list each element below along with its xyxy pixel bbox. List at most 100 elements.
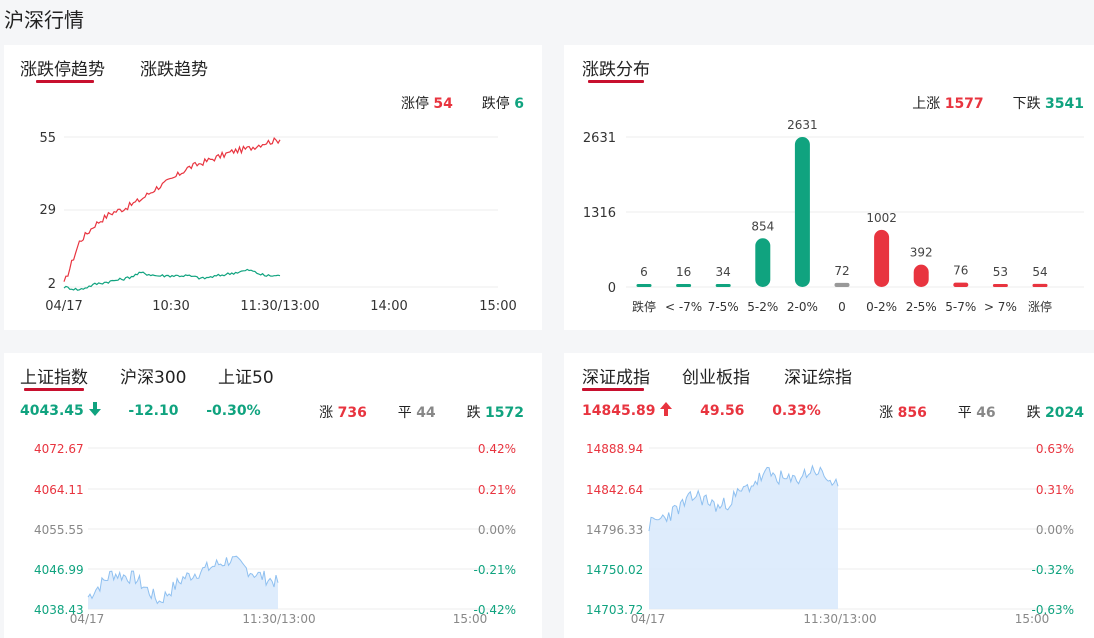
limit-stats: 涨停 54 跌停 6 <box>401 93 524 113</box>
x-tick-label: 10:30 <box>152 299 189 314</box>
limit-down-count: 6 <box>514 96 524 112</box>
tab-chinext[interactable]: 创业板指 <box>682 368 750 388</box>
sh-intraday-chart: 4072.67 4064.11 4055.55 4046.99 4038.43 … <box>34 442 516 626</box>
y-left-label: 4064.11 <box>34 483 84 497</box>
bar <box>1032 283 1048 287</box>
tab-sse50[interactable]: 上证50 <box>218 368 274 388</box>
up-count: 736 <box>337 405 367 421</box>
limit-up-label: 涨停 <box>400 96 429 112</box>
tab-sz-component[interactable]: 深证成指 <box>582 368 650 388</box>
y-left-label: 4072.67 <box>34 442 84 456</box>
price-line <box>648 464 839 532</box>
y-right-label: 0.31% <box>1036 483 1074 497</box>
x-tick-label: 11:30/13:00 <box>242 612 315 626</box>
bar <box>953 282 969 287</box>
y-right-label: 0.00% <box>478 523 516 537</box>
tab-up-down-trend[interactable]: 涨跌趋势 <box>140 60 208 80</box>
up-count: 856 <box>897 405 927 421</box>
y-right-label: 0.21% <box>478 483 516 497</box>
category-label: 0 <box>838 300 846 314</box>
up-label: 涨 <box>319 405 334 421</box>
y-right-label: 0.42% <box>478 442 516 456</box>
tab-sh-composite[interactable]: 上证指数 <box>20 368 88 388</box>
x-tick-label: 14:00 <box>370 299 407 314</box>
breadth-stats: 涨 736 平 44 跌 1572 <box>319 402 524 422</box>
index-change-pct: -0.30% <box>206 403 261 419</box>
flat-count: 46 <box>976 405 996 421</box>
up-label: 涨 <box>879 405 894 421</box>
y-tick-label: 2 <box>48 277 56 292</box>
area-fill <box>88 556 278 609</box>
bar-value-label: 34 <box>716 265 731 279</box>
y-tick-label: 0 <box>608 281 616 296</box>
up-down-stats: 上涨 1577 下跌 3541 <box>912 93 1084 113</box>
down-label: 跌 <box>1026 405 1041 421</box>
y-right-label: -0.32% <box>1032 563 1074 577</box>
y-left-label: 14842.64 <box>586 483 643 497</box>
category-label: 7-5% <box>708 300 739 314</box>
bar <box>794 137 810 287</box>
y-right-label: -0.42% <box>474 603 516 617</box>
index-change-pct: 0.33% <box>772 403 821 419</box>
flat-label: 平 <box>957 405 972 421</box>
category-label: 跌停 <box>632 299 656 314</box>
tab-distribution[interactable]: 涨跌分布 <box>582 60 650 80</box>
active-tab-indicator <box>582 388 644 391</box>
bar-value-label: 76 <box>953 264 968 278</box>
bar <box>676 284 692 287</box>
sz-intraday-chart: 14888.94 14842.64 14796.33 14750.02 1470… <box>586 442 1074 626</box>
limit-trend-card: 涨跌停趋势 涨跌趋势 涨停 54 跌停 6 55 29 2 04/17 10:3… <box>4 45 542 330</box>
y-right-label: 0.00% <box>1036 523 1074 537</box>
active-tab-indicator <box>588 80 644 83</box>
limit-trend-chart: 55 29 2 04/17 10:30 11:30/13:00 14:00 15… <box>39 131 516 314</box>
bar <box>992 283 1008 287</box>
y-left-label: 14703.72 <box>586 603 643 617</box>
x-tick-label: 15:00 <box>479 299 516 314</box>
category-label: < -7% <box>665 300 702 314</box>
bar <box>874 229 890 287</box>
index-quote: 4043.45 -12.10 -0.30% <box>20 402 261 420</box>
y-left-label: 14796.33 <box>586 523 643 537</box>
bar-value-label: 2631 <box>787 118 818 132</box>
sz-index-card: 深证成指 创业板指 深证综指 14845.89 49.56 0.33% 涨 85… <box>564 353 1094 638</box>
tab-sz-composite[interactable]: 深证综指 <box>784 368 852 388</box>
bar-value-label: 54 <box>1032 265 1047 279</box>
bar-value-label: 53 <box>993 265 1008 279</box>
category-label: 5-7% <box>945 300 976 314</box>
area-fill <box>649 465 838 609</box>
x-tick-label: 15:00 <box>453 612 488 626</box>
page-title: 沪深行情 <box>4 8 84 32</box>
y-right-label: -0.63% <box>1032 603 1074 617</box>
y-left-label: 4055.55 <box>34 523 84 537</box>
index-change: 49.56 <box>700 403 745 419</box>
y-tick-label: 1316 <box>583 206 616 221</box>
active-tab-indicator <box>36 80 94 83</box>
up-count: 1577 <box>944 96 984 112</box>
index-quote: 14845.89 49.56 0.33% <box>582 402 821 420</box>
down-count: 2024 <box>1045 405 1084 421</box>
bar-value-label: 392 <box>910 246 933 260</box>
x-tick-label: 04/17 <box>45 299 82 314</box>
bar-value-label: 854 <box>751 219 774 233</box>
active-tab-indicator <box>24 388 84 391</box>
flat-count: 44 <box>416 405 436 421</box>
y-tick-label: 55 <box>39 131 56 146</box>
limit-down-label: 跌停 <box>481 96 510 112</box>
breadth-stats: 涨 856 平 46 跌 2024 <box>879 402 1084 422</box>
x-tick-label: 15:00 <box>1015 612 1050 626</box>
bar <box>636 284 652 287</box>
index-price: 14845.89 <box>582 403 656 419</box>
tab-csi300[interactable]: 沪深300 <box>120 368 187 388</box>
bar-value-label: 6 <box>640 265 648 279</box>
bar <box>755 238 771 287</box>
category-label: 2-0% <box>787 300 818 314</box>
bar <box>715 284 731 287</box>
y-right-label: -0.21% <box>474 563 516 577</box>
y-left-label: 14888.94 <box>586 442 643 456</box>
down-label: 跌 <box>466 405 481 421</box>
bar <box>834 282 850 287</box>
tab-limit-trend[interactable]: 涨跌停趋势 <box>20 60 105 80</box>
down-label: 下跌 <box>1012 96 1041 112</box>
price-line <box>87 555 279 605</box>
y-left-label: 4046.99 <box>34 563 84 577</box>
